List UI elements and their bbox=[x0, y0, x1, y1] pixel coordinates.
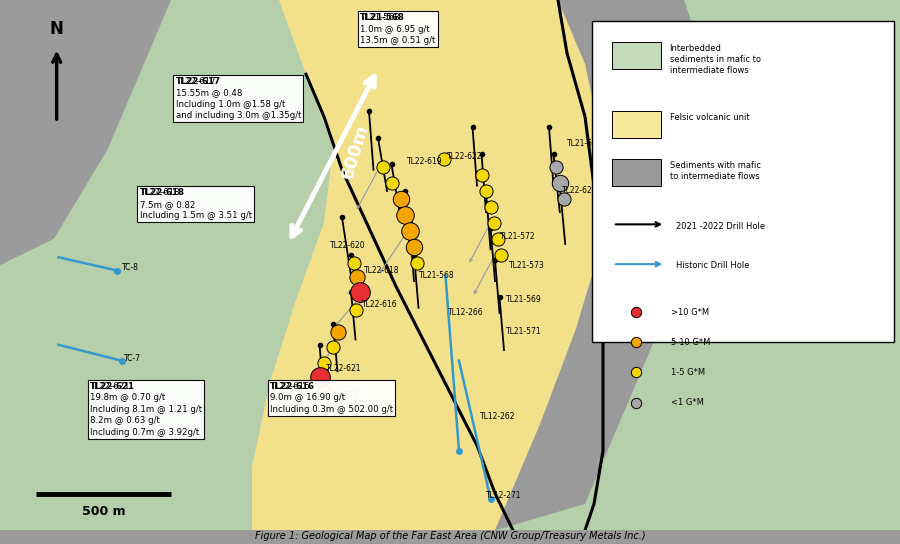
Text: TL12-271: TL12-271 bbox=[486, 491, 521, 500]
Point bbox=[436, 154, 451, 163]
Point bbox=[403, 226, 418, 235]
Text: TL22-616: TL22-616 bbox=[270, 382, 315, 391]
Point bbox=[487, 219, 501, 227]
Text: <1 G*M: <1 G*M bbox=[671, 398, 705, 407]
Point bbox=[353, 287, 367, 296]
Text: TL22-623: TL22-623 bbox=[562, 187, 598, 195]
Text: 500 m: 500 m bbox=[82, 505, 125, 518]
Text: TC-8: TC-8 bbox=[122, 263, 139, 273]
FancyBboxPatch shape bbox=[592, 21, 894, 342]
Point bbox=[407, 242, 421, 251]
Text: Historic Drill Hole: Historic Drill Hole bbox=[676, 262, 750, 270]
Text: TL21-571: TL21-571 bbox=[506, 327, 542, 336]
Point bbox=[479, 187, 493, 195]
Point bbox=[350, 273, 365, 281]
Text: 2021 -2022 Drill Hole: 2021 -2022 Drill Hole bbox=[676, 222, 765, 231]
Text: TL21-568: TL21-568 bbox=[360, 13, 405, 22]
Text: TL22-619: TL22-619 bbox=[407, 157, 443, 166]
Text: TL22-617: TL22-617 bbox=[176, 77, 220, 86]
Text: TL22-618: TL22-618 bbox=[140, 188, 184, 197]
Point bbox=[549, 163, 563, 171]
Point bbox=[330, 327, 345, 336]
Point bbox=[312, 372, 327, 381]
Text: TL21-568: TL21-568 bbox=[418, 271, 454, 280]
Text: TL22-617
15.55m @ 0.48
Including 1.0m @1.58 g/t
and including 3.0m @1.35g/t: TL22-617 15.55m @ 0.48 Including 1.0m @1… bbox=[176, 77, 301, 120]
Point bbox=[317, 359, 331, 368]
Point bbox=[474, 171, 489, 180]
Point bbox=[410, 258, 424, 267]
Point bbox=[629, 307, 643, 316]
Text: 5-10 G*M: 5-10 G*M bbox=[671, 338, 711, 347]
Point bbox=[553, 178, 567, 187]
Point bbox=[494, 250, 508, 259]
Text: TL21-573: TL21-573 bbox=[508, 261, 544, 270]
Text: TL12-262: TL12-262 bbox=[480, 412, 515, 421]
Point bbox=[629, 398, 643, 407]
Point bbox=[629, 368, 643, 376]
Text: TL22-620: TL22-620 bbox=[330, 241, 366, 250]
Text: TL22-616: TL22-616 bbox=[362, 300, 398, 310]
Text: TL21-575: TL21-575 bbox=[567, 139, 603, 148]
Text: Felsic volcanic unit: Felsic volcanic unit bbox=[670, 113, 749, 122]
Text: TL22-618
7.5m @ 0.82
Including 1.5m @ 3.51 g/t: TL22-618 7.5m @ 0.82 Including 1.5m @ 3.… bbox=[140, 188, 252, 220]
Point bbox=[629, 338, 643, 347]
Text: >10 G*M: >10 G*M bbox=[671, 308, 709, 317]
Text: TC-7: TC-7 bbox=[124, 354, 141, 362]
Text: TL22-621
19.8m @ 0.70 g/t
Including 8.1m @ 1.21 g/t
8.2m @ 0.63 g/t
Including 0.: TL22-621 19.8m @ 0.70 g/t Including 8.1m… bbox=[90, 382, 202, 437]
FancyBboxPatch shape bbox=[612, 111, 661, 138]
Polygon shape bbox=[495, 0, 711, 530]
Text: TL21-568
1.0m @ 6.95 g/t
13.5m @ 0.51 g/t: TL21-568 1.0m @ 6.95 g/t 13.5m @ 0.51 g/… bbox=[360, 13, 436, 45]
Point bbox=[398, 211, 412, 219]
Polygon shape bbox=[0, 0, 171, 265]
FancyBboxPatch shape bbox=[612, 159, 661, 186]
Point bbox=[491, 234, 505, 243]
Point bbox=[326, 343, 340, 352]
Polygon shape bbox=[0, 0, 900, 530]
Text: TL22-622: TL22-622 bbox=[447, 152, 482, 161]
Text: 600m: 600m bbox=[338, 122, 373, 181]
Text: 1-5 G*M: 1-5 G*M bbox=[671, 368, 706, 377]
Point bbox=[348, 306, 363, 314]
Text: TL22-617: TL22-617 bbox=[324, 391, 360, 400]
Point bbox=[393, 195, 408, 203]
Text: TL12-266: TL12-266 bbox=[448, 308, 484, 318]
Text: TL22-621: TL22-621 bbox=[326, 364, 361, 373]
Point bbox=[557, 195, 572, 203]
Polygon shape bbox=[252, 0, 603, 530]
Text: N: N bbox=[50, 20, 64, 38]
Text: Interbedded
sediments in mafic to
intermediate flows: Interbedded sediments in mafic to interm… bbox=[670, 44, 760, 75]
Text: TL22-621: TL22-621 bbox=[90, 382, 135, 391]
Text: TL21-569: TL21-569 bbox=[506, 295, 542, 304]
Point bbox=[317, 388, 331, 397]
Text: Figure 1: Geological Map of the Far East Area (CNW Group/Treasury Metals Inc.): Figure 1: Geological Map of the Far East… bbox=[255, 531, 645, 541]
Point bbox=[346, 258, 361, 267]
Text: TL21-572: TL21-572 bbox=[500, 232, 536, 240]
Point bbox=[384, 178, 399, 187]
Point bbox=[375, 163, 390, 171]
Point bbox=[483, 202, 498, 211]
Text: TL22-618: TL22-618 bbox=[364, 266, 399, 275]
Text: Sediments with mafic
to intermediate flows: Sediments with mafic to intermediate flo… bbox=[670, 160, 760, 181]
FancyBboxPatch shape bbox=[612, 42, 661, 70]
Text: TL22-616
9.0m @ 16.90 g/t
Including 0.3m @ 502.00 g/t: TL22-616 9.0m @ 16.90 g/t Including 0.3m… bbox=[270, 382, 393, 414]
